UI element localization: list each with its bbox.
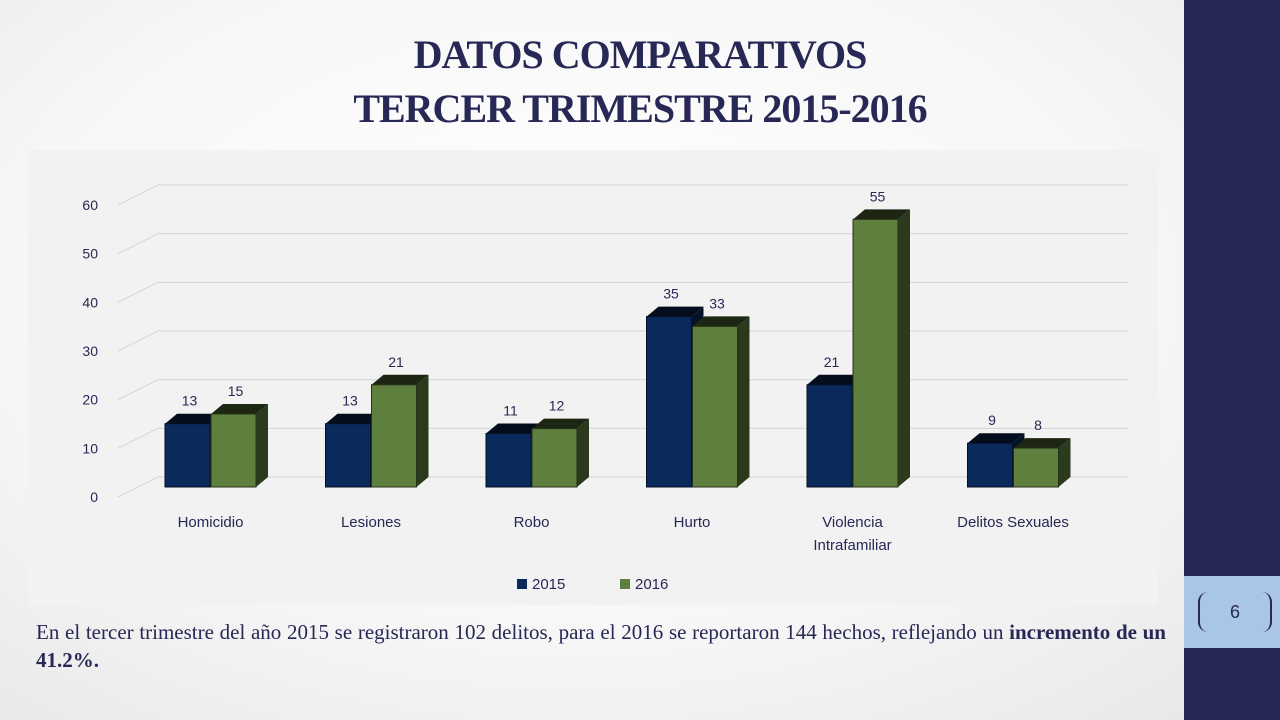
bar-side (898, 209, 910, 488)
bar (806, 384, 853, 488)
title-line-1: DATOS COMPARATIVOS (413, 32, 868, 77)
bar (325, 423, 371, 488)
data-label: 11 (503, 402, 518, 418)
bar-top (486, 423, 543, 434)
x-tick-label: Violencia (822, 514, 883, 531)
bar (646, 316, 692, 488)
bar-top (532, 418, 589, 429)
bar-top (325, 413, 383, 424)
data-label: 13 (182, 393, 198, 409)
legend-swatch (620, 579, 630, 589)
y-tick-label: 40 (82, 294, 98, 310)
bar (967, 442, 1013, 488)
bar-chart: 0 10 20 30 40 50 60 13 15 Homicidio 13 21 Lesiones 11… (82, 184, 1128, 593)
title-line-2: TERCER TRIMESTRE 2015-2016 (353, 86, 927, 131)
gridline (117, 281, 1128, 303)
bar (485, 432, 532, 488)
bar-side (256, 404, 268, 487)
bar-top (807, 374, 864, 385)
bar-top (1013, 438, 1071, 449)
bar (692, 325, 738, 488)
data-label: 21 (388, 354, 404, 370)
bar-top (646, 306, 704, 317)
x-tick-label: Robo (514, 514, 550, 531)
bar-side (416, 374, 429, 487)
x-tick-label: Delitos Sexuales (957, 514, 1069, 531)
y-tick-label: 10 (82, 440, 98, 456)
page-title: DATOS COMPARATIVOS TERCER TRIMESTRE 2015… (300, 28, 980, 136)
bar-side (737, 316, 750, 487)
summary-highlight: incremento de un 41.2%. (36, 620, 1166, 672)
data-label: 13 (342, 393, 358, 409)
chart-area: 0 10 20 30 40 50 60 13 15 Homicidio 13 21 Lesiones 11… (28, 150, 1158, 605)
gridline (117, 184, 1128, 206)
data-label: 12 (549, 398, 565, 414)
slide-number: 6 (1198, 592, 1272, 632)
bar-top (692, 316, 750, 327)
gridline (117, 233, 1128, 255)
data-label: 8 (1034, 417, 1042, 433)
x-tick-label: Lesiones (341, 514, 401, 531)
y-tick-label: 60 (82, 197, 98, 213)
bar (210, 413, 257, 488)
y-tick-label: 20 (82, 392, 98, 408)
bar (164, 423, 211, 488)
bar-top (967, 433, 1025, 444)
bar-top (371, 374, 429, 385)
bar-side (1058, 438, 1071, 487)
data-label: 21 (824, 354, 840, 370)
gridline (117, 427, 1128, 449)
data-label: 33 (709, 295, 725, 311)
y-tick-label: 0 (90, 489, 98, 505)
gridline (117, 330, 1128, 352)
gridline (117, 476, 1128, 498)
legend-label: 2015 (532, 576, 565, 593)
bar (531, 428, 578, 488)
x-tick-label: Hurto (674, 514, 711, 531)
y-tick-label: 30 (82, 343, 98, 359)
data-label: 15 (228, 383, 244, 399)
legend-swatch (517, 579, 527, 589)
bar-top (165, 413, 222, 424)
bar-top (211, 404, 268, 414)
legend-label: 2016 (635, 576, 668, 593)
data-label: 35 (663, 286, 679, 302)
data-label: 9 (988, 412, 996, 428)
summary-main: En el tercer trimestre del año 2015 se r… (36, 620, 1010, 644)
bar-side (577, 418, 589, 487)
x-tick-label: Homicidio (178, 514, 244, 531)
slide-number-box: 6 (1184, 576, 1280, 648)
x-tick-label: Intrafamiliar (813, 537, 891, 554)
bar (371, 384, 417, 488)
summary-text: En el tercer trimestre del año 2015 se r… (36, 618, 1166, 674)
bar (852, 218, 899, 488)
gridline (117, 379, 1128, 401)
bar-top (853, 209, 910, 220)
data-label: 55 (870, 188, 886, 204)
y-tick-label: 50 (82, 246, 98, 262)
bar (1013, 447, 1059, 488)
